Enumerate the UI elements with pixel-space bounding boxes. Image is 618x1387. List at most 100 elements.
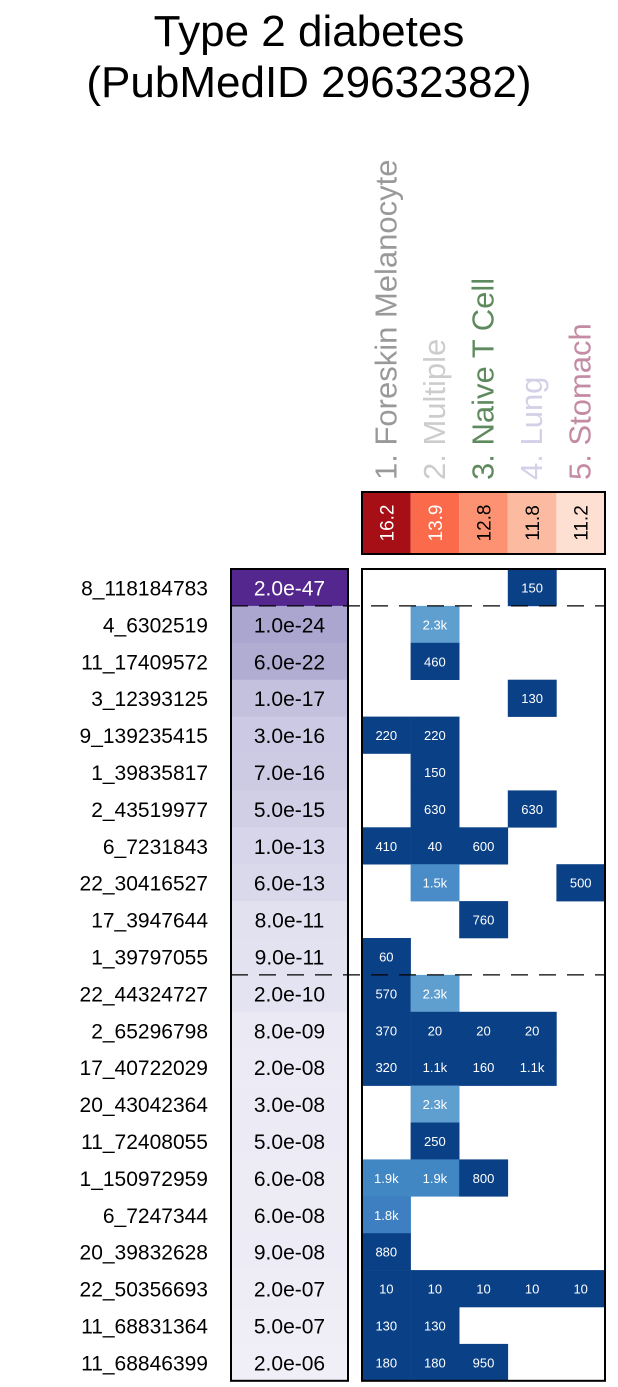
heatmap-cell <box>459 901 509 939</box>
heatmap-cell-label: 10 <box>476 1282 490 1297</box>
heatmap-cell <box>410 642 460 680</box>
pvalue-label: 3.0e-08 <box>254 1094 325 1117</box>
heatmap-cell-label: 500 <box>570 876 592 891</box>
heatmap-cell-label: 180 <box>424 1355 446 1370</box>
heatmap-cell-label: 150 <box>424 765 446 780</box>
heatmap-cell-label: 250 <box>424 1134 446 1149</box>
heatmap-cell-label: 570 <box>375 986 397 1001</box>
snp-label: 2_43519977 <box>91 799 208 822</box>
pvalue-cell <box>231 901 348 939</box>
score-cell <box>410 492 460 554</box>
heatmap-cell <box>362 716 411 754</box>
snp-label: 22_50356693 <box>80 1279 208 1302</box>
heatmap-cell-label: 1.1k <box>423 1060 448 1075</box>
pvalue-label: 9.0e-08 <box>254 1242 325 1265</box>
heatmap-cell <box>507 679 557 717</box>
score-label: 16.2 <box>377 505 398 542</box>
heatmap-cell-label: 20 <box>476 1023 490 1038</box>
heatmap-cell <box>362 1196 411 1234</box>
heatmap-cell <box>459 1270 509 1308</box>
heatmap-cell <box>362 827 411 865</box>
chart-subtitle: (PubMedID 29632382) <box>86 58 532 107</box>
snp-label: 20_39832628 <box>80 1242 208 1265</box>
pvalue-cell <box>231 605 348 644</box>
heatmap-cell-label: 10 <box>573 1282 587 1297</box>
heatmap-cell-label: 800 <box>473 1171 495 1186</box>
pvalue-label: 1.0e-17 <box>254 688 325 711</box>
score-label: 13.9 <box>426 505 447 542</box>
pvalue-label: 2.0e-08 <box>254 1057 325 1080</box>
heatmap-cell-label: 150 <box>521 580 543 595</box>
snp-label: 11_68846399 <box>81 1352 208 1375</box>
snp-label: 9_139235415 <box>80 725 208 748</box>
heatmap-cell-label: 1.5k <box>423 876 448 891</box>
heatmap-cell-label: 10 <box>428 1282 442 1297</box>
heatmap-cell-label: 1.9k <box>423 1171 448 1186</box>
heatmap-cell-label: 950 <box>473 1355 495 1370</box>
pvalue-cell <box>231 1233 348 1271</box>
snp-label: 22_44324727 <box>80 983 208 1006</box>
heatmap-cell-label: 2.3k <box>423 1097 448 1112</box>
heatmap-cell-label: 130 <box>521 691 543 706</box>
pvalue-label: 5.0e-08 <box>254 1131 325 1154</box>
pvalue-cell <box>231 790 348 828</box>
heatmap-cell-label: 220 <box>424 728 446 743</box>
score-cell <box>459 492 508 554</box>
heatmap-cell <box>507 1011 557 1049</box>
heatmap-cell <box>507 1270 557 1308</box>
heatmap-cell <box>410 1270 460 1308</box>
heatmap-cell-label: 2.3k <box>423 617 448 632</box>
chart-title: Type 2 diabetes <box>153 7 465 56</box>
pvalue-cell <box>231 642 348 680</box>
heatmap-cell <box>410 1011 460 1049</box>
score-label: 11.2 <box>572 505 593 541</box>
heatmap-cell-label: 760 <box>473 913 495 928</box>
heatmap-cell-label: 180 <box>375 1355 397 1370</box>
heatmap-cell <box>507 569 557 607</box>
score-cell <box>362 492 411 554</box>
chart-title-block: Type 2 diabetes (PubMedID 29632382) <box>0 6 618 108</box>
heatmap-cell-label: 130 <box>375 1318 397 1333</box>
heatmap-cell-label: 130 <box>424 1318 446 1333</box>
heatmap-cell <box>410 1085 460 1123</box>
pvalue-cell <box>231 1011 348 1049</box>
pvalue-cell <box>231 1343 348 1382</box>
heatmap-cell <box>459 1343 509 1382</box>
heatmap-frame <box>361 568 606 1382</box>
heatmap-cell <box>410 1307 460 1345</box>
snp-labels: 8_118184783 4_6302519 11_17409572 3_1239312… <box>80 577 209 1375</box>
heatmap-cell <box>362 1011 411 1049</box>
heatmap-cell <box>362 938 411 976</box>
column-label: 4. Lung <box>514 377 549 480</box>
snp-label: 17_40722029 <box>80 1057 208 1080</box>
heatmap-cell-label: 2.3k <box>423 986 448 1001</box>
column-label: 1. Foreskin Melanocyte <box>368 160 403 480</box>
heatmap-cell <box>362 1159 411 1197</box>
snp-label: 6_7231843 <box>103 836 208 859</box>
heatmap-cell-label: 630 <box>424 802 446 817</box>
heatmap-cell-label: 460 <box>424 654 446 669</box>
heatmap-cell <box>459 1011 509 1049</box>
pvalue-label: 6.0e-22 <box>254 651 325 674</box>
heatmap-cell-label: 880 <box>375 1245 397 1260</box>
pvalue-label: 2.0e-06 <box>254 1352 325 1375</box>
pvalue-cell <box>231 1159 348 1197</box>
heatmap-cell-label: 600 <box>473 839 495 854</box>
heatmap-cell-label: 1.1k <box>520 1060 545 1075</box>
pvalue-cell <box>231 679 348 717</box>
column-label: 3. Naive T Cell <box>466 278 501 480</box>
pvalue-label: 1.0e-24 <box>254 614 326 637</box>
snp-label: 11_17409572 <box>81 651 208 674</box>
heatmap-cell <box>362 1233 411 1271</box>
snp-label: 4_6302519 <box>103 614 208 637</box>
snp-label: 2_65296798 <box>91 1020 208 1043</box>
pvalue-label: 1.0e-13 <box>254 836 325 859</box>
pvalue-label: 5.0e-07 <box>254 1315 325 1338</box>
heatmap-cell-label: 320 <box>375 1060 397 1075</box>
pvalue-label: 2.0e-10 <box>254 983 325 1006</box>
pvalue-label: 6.0e-13 <box>254 873 325 896</box>
pvalue-label: 7.0e-16 <box>254 762 325 785</box>
heatmap-cell <box>459 1048 509 1086</box>
heatmap-cell-label: 1.9k <box>374 1171 399 1186</box>
